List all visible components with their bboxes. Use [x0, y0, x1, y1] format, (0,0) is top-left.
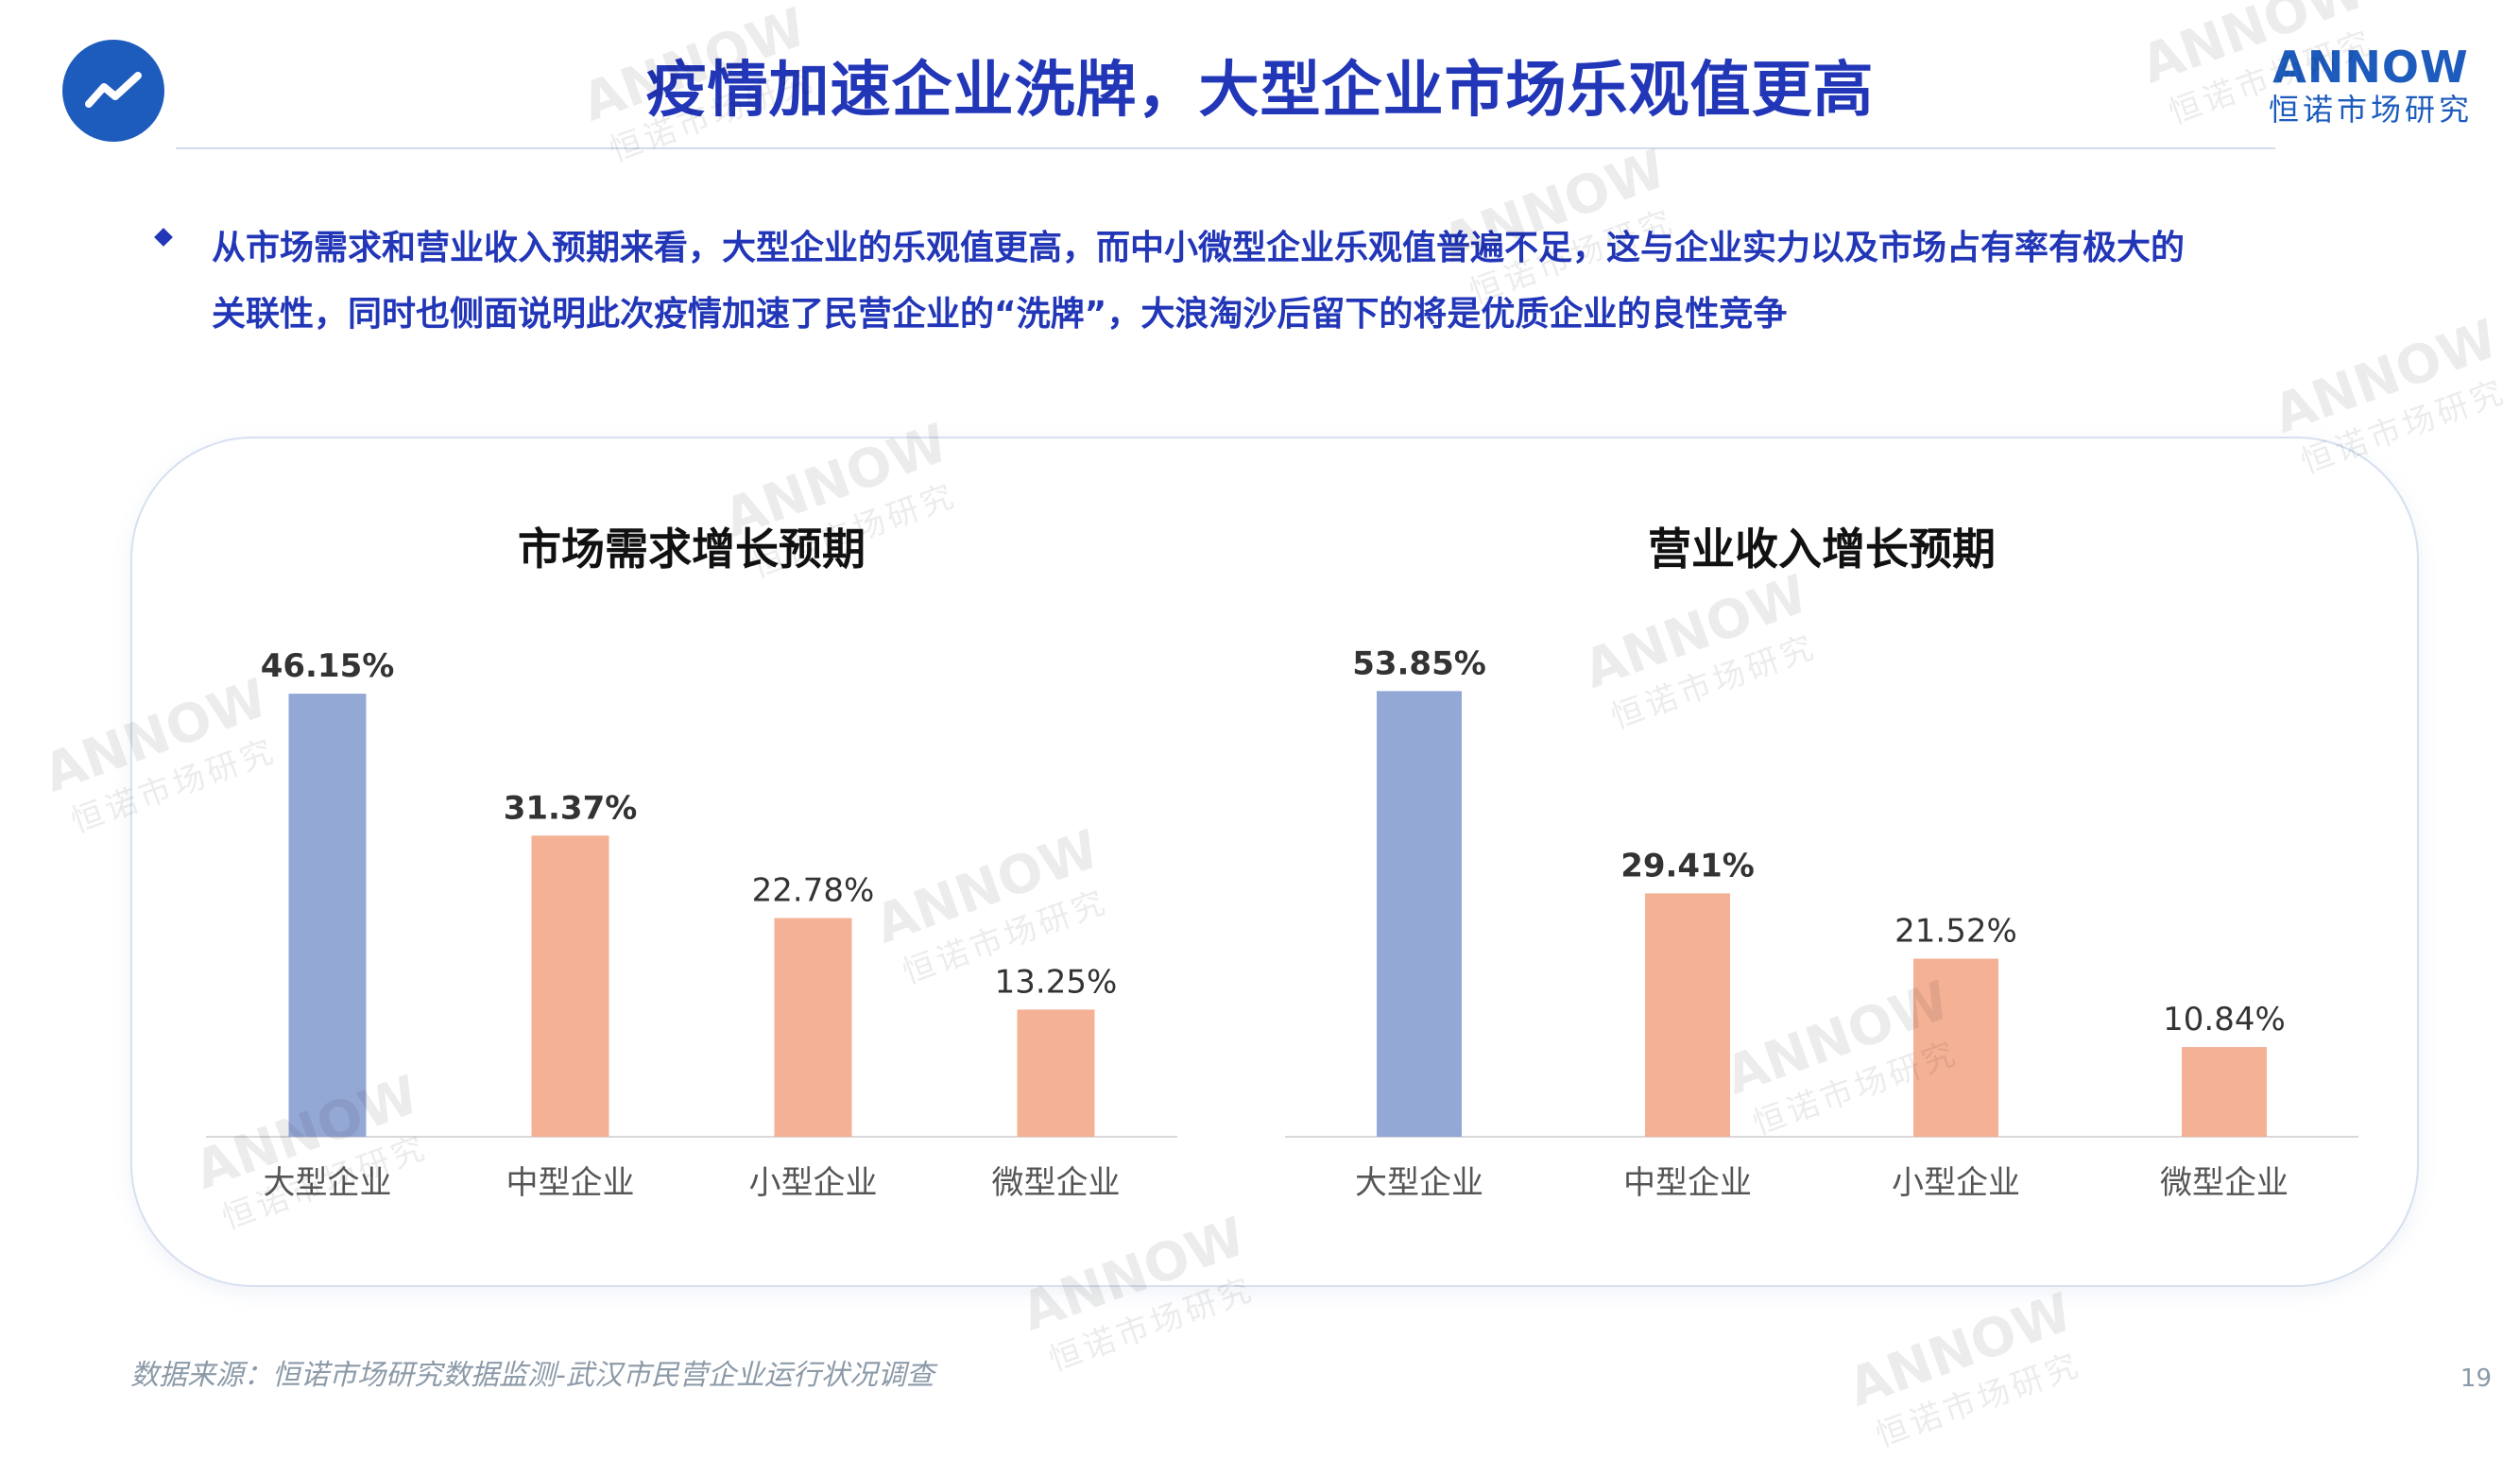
chart-title: 营业收入增长预期	[1648, 524, 1996, 575]
data-label-2: 31.37%	[504, 789, 638, 827]
page-title: 疫情加速企业洗牌，大型企业市场乐观值更高	[645, 56, 1875, 126]
bar-1	[288, 694, 367, 1137]
category-label-4: 微型企业	[992, 1164, 1121, 1202]
data-label-3: 22.78%	[752, 872, 875, 910]
page-number: 19	[2460, 1365, 2492, 1393]
trend-line-icon	[85, 72, 142, 108]
bar-3	[1913, 958, 1998, 1137]
category-label-2: 中型企业	[1623, 1164, 1752, 1202]
category-label-4: 微型企业	[2160, 1164, 2289, 1202]
bar-2	[531, 835, 609, 1137]
data-source: 数据来源：恒诺市场研究数据监测-武汉市民营企业运行状况调查	[130, 1359, 934, 1392]
header-logo	[62, 40, 164, 142]
revenue-chart-svg: 53.85% 大型企业 29.41% 中型企业 21.52% 小型企业 10.84% 微型企业	[1285, 644, 2358, 1202]
watermark-brand-cn: 恒诺市场研究	[1871, 1346, 2086, 1455]
data-label-1: 53.85%	[1352, 644, 1486, 682]
charts-panel	[130, 437, 2419, 1287]
data-label-2: 29.41%	[1620, 847, 1755, 884]
category-label-3: 小型企业	[1892, 1164, 2020, 1202]
category-label-1: 大型企业	[264, 1164, 392, 1202]
summary-line-2: 关联性，同时也侧面说明此次疫情加速了民营企业的“洗牌”，大浪淘沙后留下的将是优质…	[212, 295, 1788, 334]
data-label-4: 13.25%	[995, 963, 1118, 1001]
summary-line-1: 从市场需求和营业收入预期来看，大型企业的乐观值更高，而中小微型企业乐观值普遍不足…	[212, 229, 2186, 267]
revenue-chart: 营业收入增长预期 53.85% 大型企业 29.41% 中型企业 21.52% 小型企业 1…	[1285, 515, 2358, 1224]
market-demand-chart-svg: 46.15% 大型企业 31.37% 中型企业 22.78% 小型企业 13.25% 微型企业	[206, 647, 1177, 1202]
chart-title: 市场需求增长预期	[518, 524, 866, 575]
category-label-2: 中型企业	[506, 1164, 635, 1202]
brand-logo: ANNOW 恒诺市场研究	[2257, 45, 2484, 125]
brand-name-cn: 恒诺市场研究	[2268, 92, 2473, 128]
category-label-3: 小型企业	[749, 1164, 878, 1202]
bar-2	[1645, 893, 1730, 1137]
title-divider	[176, 147, 2275, 149]
bar-4	[2182, 1047, 2267, 1137]
diamond-bullet-icon	[154, 228, 173, 247]
bar-3	[774, 918, 852, 1137]
data-label-3: 21.52%	[1894, 913, 2017, 951]
watermark-brand-en: ANNOW	[1840, 1281, 2081, 1419]
data-label-1: 46.15%	[261, 647, 395, 685]
category-label-1: 大型企业	[1355, 1164, 1483, 1202]
bar-4	[1017, 1009, 1095, 1137]
brand-name-en: ANNOW	[2272, 42, 2469, 93]
market-demand-chart: 市场需求增长预期 46.15% 大型企业 31.37% 中型企业 22.78% 小型企业 1…	[206, 515, 1177, 1224]
bar-1	[1377, 691, 1462, 1137]
summary-text: 从市场需求和营业收入预期来看，大型企业的乐观值更高，而中小微型企业乐观值普遍不足…	[212, 215, 2385, 348]
data-label-4: 10.84%	[2163, 1001, 2286, 1038]
